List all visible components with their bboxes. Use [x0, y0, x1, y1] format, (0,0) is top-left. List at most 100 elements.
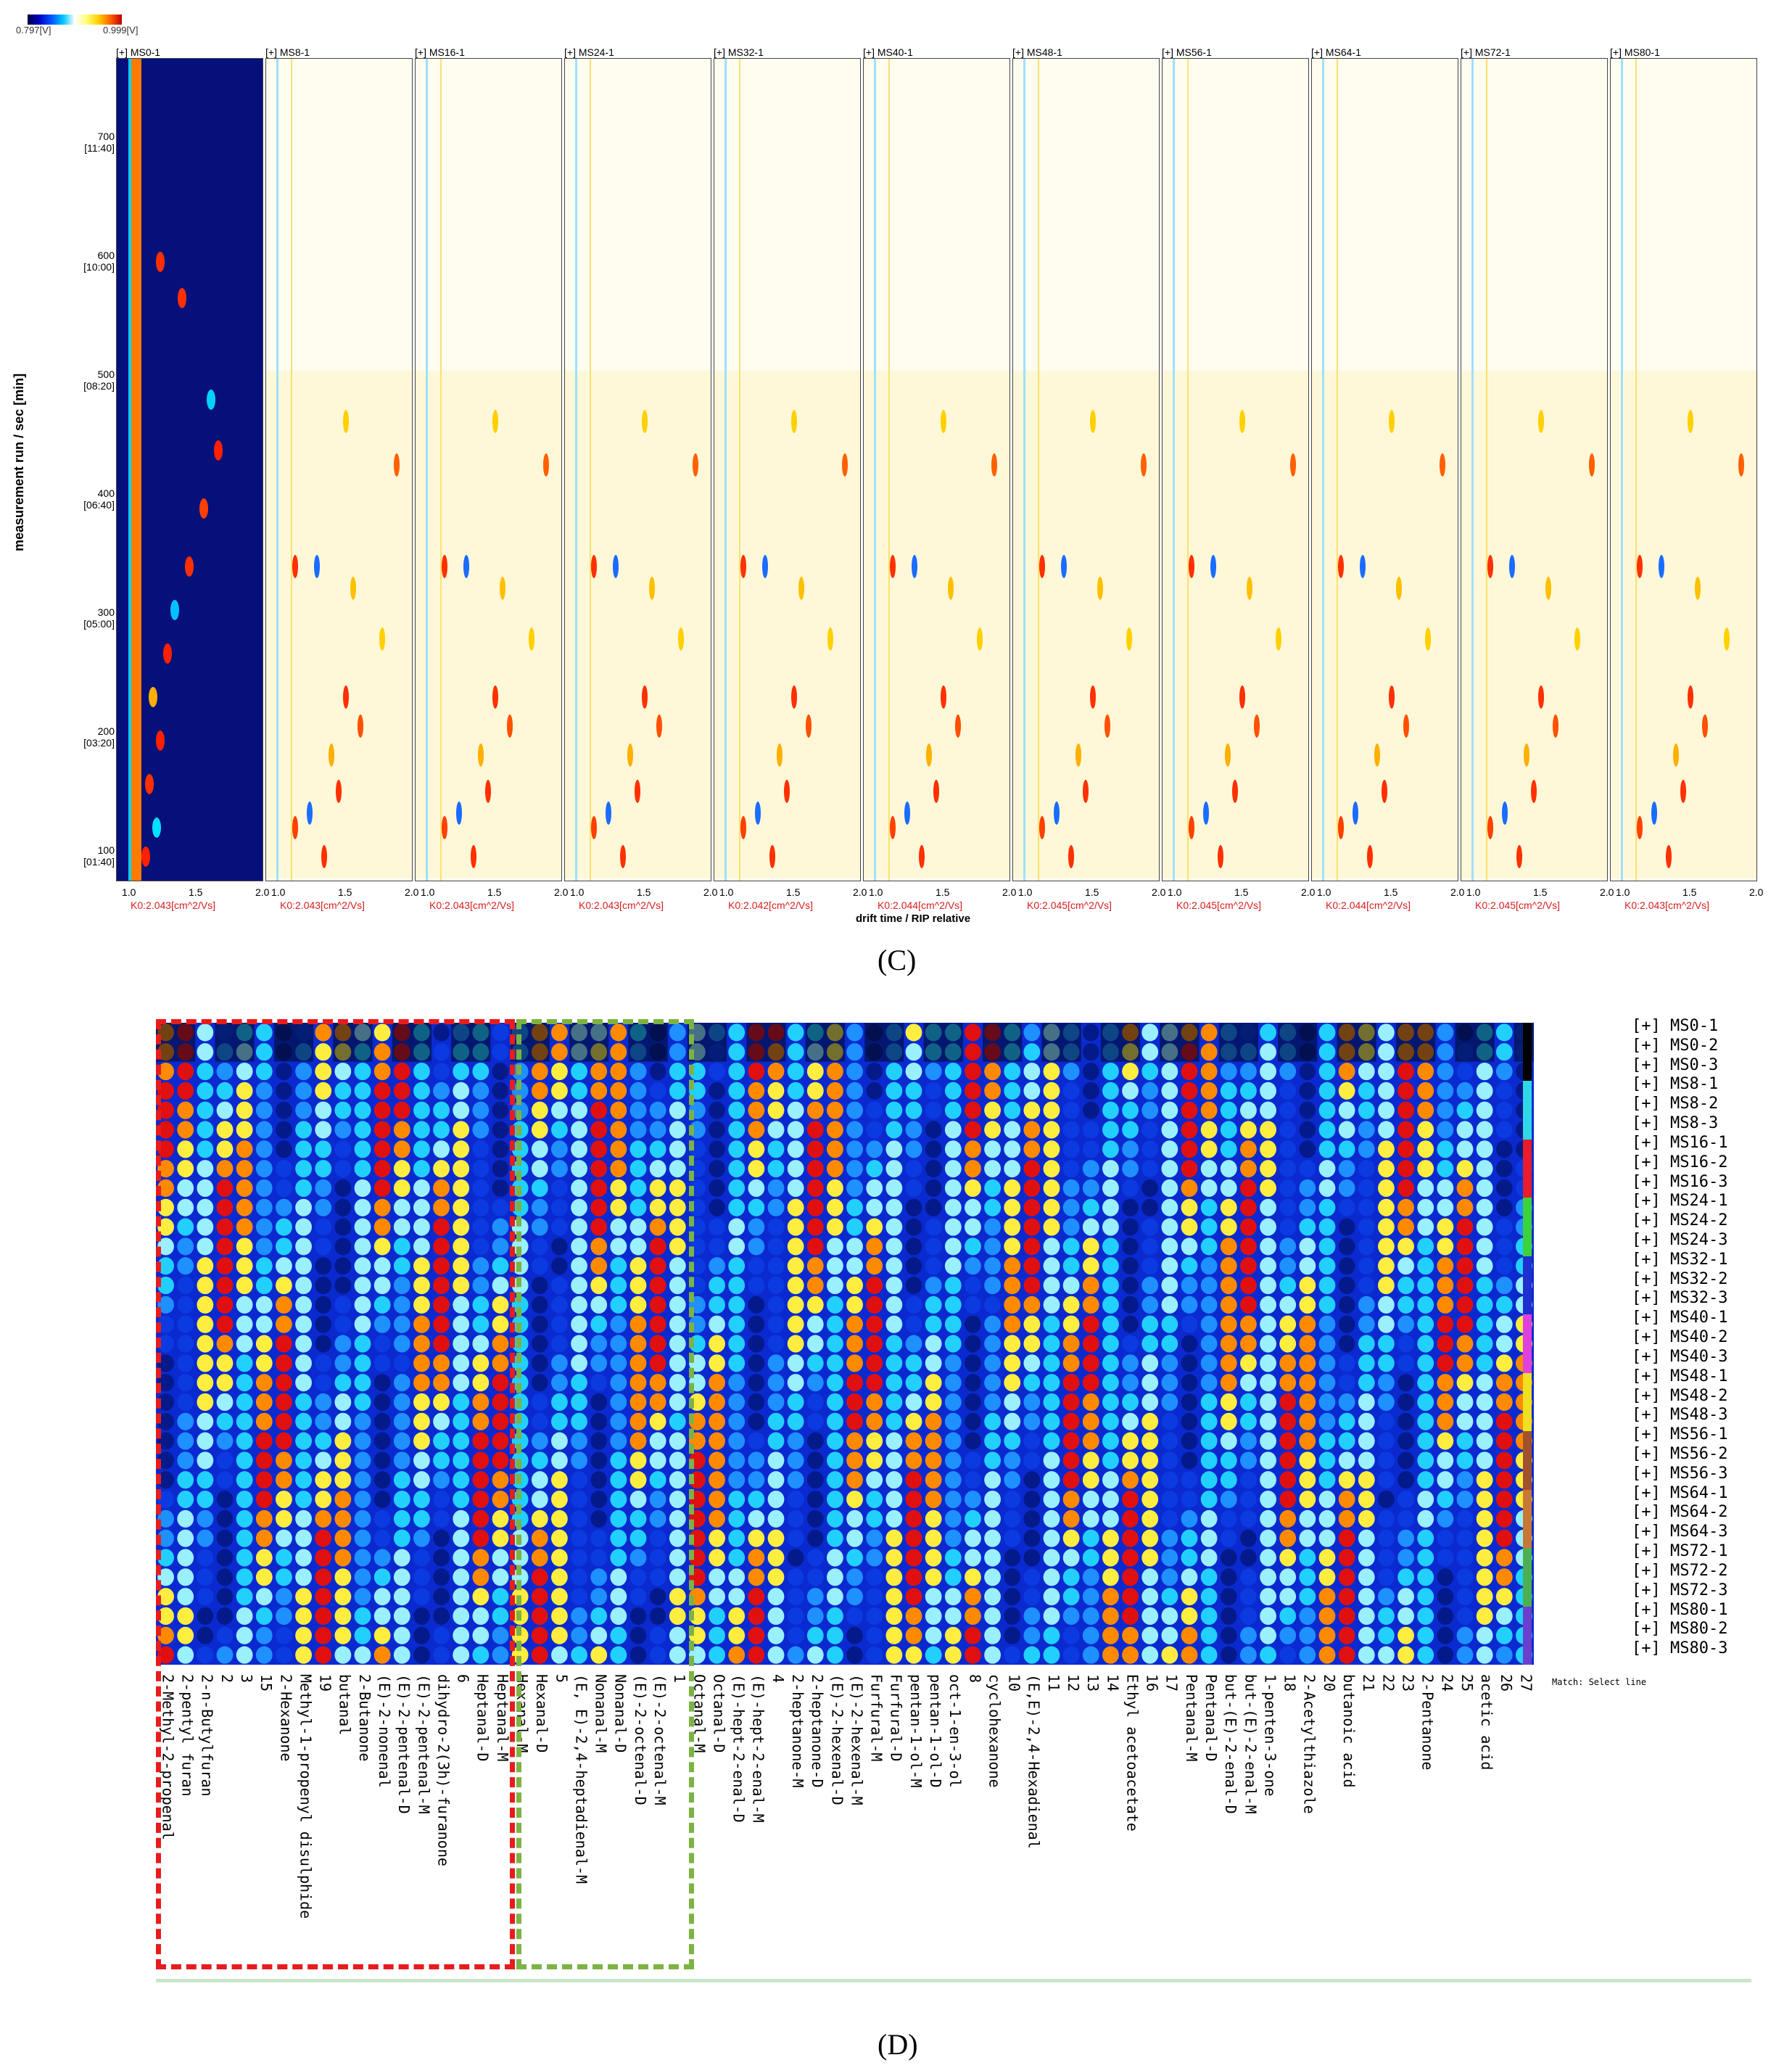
heatmap-cell [1102, 1276, 1119, 1295]
heatmap-cell [157, 1295, 174, 1314]
heatmap-cell [590, 1432, 608, 1450]
heatmap-cell [1437, 1082, 1454, 1100]
heatmap-cell [1260, 1529, 1276, 1547]
heatmap-cell [177, 1393, 194, 1412]
heatmap-cell [255, 1646, 273, 1664]
heatmap-cell [748, 1529, 765, 1547]
heatmap-cell [453, 1412, 470, 1430]
heatmap-cell [925, 1198, 942, 1216]
x-tick-label: 2.0 [405, 886, 419, 898]
heatmap-cell [334, 1237, 352, 1256]
heatmap-cell [1220, 1626, 1237, 1644]
heatmap-cell [728, 1237, 746, 1256]
compound-column-label: (E)-2-pentenal-M [415, 1674, 433, 1814]
heatmap-cell [1004, 1646, 1021, 1664]
heatmap-cell [787, 1101, 804, 1119]
compound-column-label: 17 [1163, 1674, 1181, 1692]
heatmap-cell [1062, 1354, 1080, 1372]
heatmap-cell [255, 1257, 273, 1275]
sample-row-label: [+] MS80-1 [1632, 1600, 1728, 1619]
heatmap-cell [1338, 1295, 1355, 1314]
heatmap-cell [393, 1179, 410, 1198]
heatmap-cell [1161, 1062, 1178, 1081]
heatmap-cell [157, 1393, 174, 1412]
heatmap-cell [1358, 1140, 1375, 1158]
compound-column-label: Pentanal-M [1182, 1674, 1200, 1762]
heatmap-cell [433, 1374, 450, 1392]
heatmap-cell [1161, 1179, 1178, 1198]
heatmap-cell [1141, 1276, 1159, 1295]
color-scale-bar [28, 15, 122, 25]
heatmap-cell [905, 1218, 922, 1236]
heatmap-cell [393, 1082, 410, 1100]
heatmap-cell [453, 1218, 470, 1236]
heatmap-cell [1397, 1509, 1414, 1528]
heatmap-cell [669, 1276, 686, 1295]
heatmap-cell [1141, 1062, 1159, 1081]
heatmap-cell [177, 1335, 194, 1353]
heatmap-cell [1062, 1160, 1080, 1178]
heatmap-cell [571, 1179, 587, 1198]
heatmap-cell [1417, 1490, 1434, 1509]
k0-label: K0:2.045[cm^2/Vs] [1475, 899, 1561, 911]
heatmap-cell [965, 1412, 981, 1430]
sample-row-label: [+] MS56-2 [1632, 1445, 1728, 1463]
heatmap-cell [885, 1315, 903, 1333]
heatmap-cell [787, 1509, 804, 1528]
heatmap-cell [413, 1101, 430, 1119]
heatmap-cell [827, 1062, 843, 1081]
heatmap-cell [1437, 1295, 1454, 1314]
heatmap-cell [551, 1295, 568, 1314]
heatmap-cell [965, 1471, 981, 1489]
heatmap-cell [413, 1451, 430, 1470]
heatmap-cell [1220, 1237, 1237, 1256]
heatmap-cell [1318, 1509, 1336, 1528]
heatmap-cell [295, 1626, 312, 1644]
heatmap-cell [413, 1237, 430, 1256]
heatmap-cell [1495, 1043, 1513, 1061]
heatmap-cell [216, 1295, 234, 1314]
heatmap-cell [649, 1257, 666, 1275]
heatmap-cell [944, 1490, 962, 1509]
heatmap-cell [709, 1160, 725, 1178]
heatmap-cell [1378, 1276, 1395, 1295]
spectrum-plot [1163, 59, 1308, 881]
heatmap-cell [472, 1237, 490, 1256]
heatmap-cell [157, 1062, 174, 1081]
heatmap-cell [236, 1315, 253, 1333]
heatmap-cell [1318, 1160, 1336, 1178]
heatmap-cell [885, 1432, 903, 1450]
heatmap-cell [1102, 1509, 1119, 1528]
sample-row-label: [+] MS72-1 [1632, 1542, 1728, 1561]
heatmap-cell [1043, 1237, 1060, 1256]
heatmap-cell [551, 1374, 568, 1392]
compound-column-label: butanal [336, 1674, 354, 1736]
heatmap-cell [846, 1451, 863, 1470]
heatmap-cell [649, 1295, 666, 1314]
heatmap-cell [1240, 1354, 1257, 1372]
heatmap-cell [748, 1626, 765, 1644]
heatmap-cell [373, 1451, 391, 1470]
heatmap-cell [433, 1160, 450, 1178]
k0-label: K0:2.043[cm^2/Vs] [429, 899, 515, 911]
heatmap-cell [1004, 1062, 1021, 1081]
heatmap-cell [1220, 1568, 1237, 1586]
heatmap-cell [551, 1646, 568, 1664]
heatmap-cell [965, 1062, 981, 1081]
heatmap-cell [1456, 1374, 1474, 1392]
heatmap-cell [1338, 1062, 1355, 1081]
heatmap-cell [1397, 1315, 1414, 1333]
heatmap-cell [1102, 1160, 1119, 1178]
heatmap-cell [925, 1509, 942, 1528]
heatmap-cell [216, 1490, 234, 1509]
compound-column-label: (E)-2-hexenal-M [848, 1674, 866, 1805]
heatmap-cell [1023, 1354, 1041, 1372]
heatmap-cell [433, 1607, 450, 1626]
heatmap-cell [216, 1335, 234, 1353]
heatmap-cell [866, 1354, 883, 1372]
heatmap-cell [236, 1218, 253, 1236]
heatmap-cell [846, 1626, 863, 1644]
heatmap-cell [1043, 1509, 1060, 1528]
heatmap-cell [1299, 1549, 1316, 1567]
heatmap-cell [649, 1198, 666, 1216]
